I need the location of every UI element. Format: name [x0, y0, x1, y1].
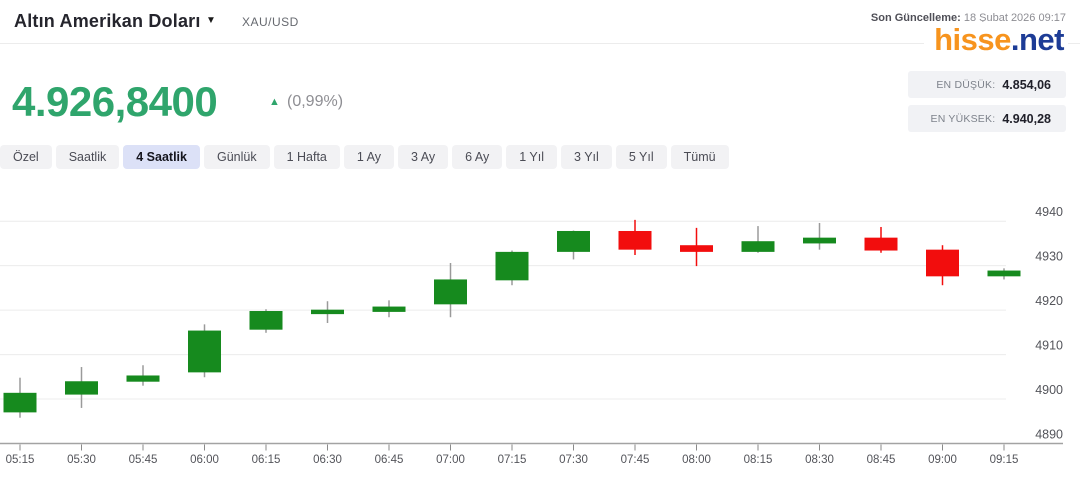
tab-1-hafta[interactable]: 1 Hafta — [273, 145, 340, 169]
candle-body-08:45 — [864, 237, 898, 251]
stats-panel: EN DÜŞÜK: 4.854,06 EN YÜKSEK: 4.940,28 — [908, 71, 1066, 132]
last-update-value: 18 Şubat 2026 09:17 — [963, 12, 1066, 24]
x-axis-label: 08:00 — [682, 454, 711, 466]
candle-body-08:00 — [680, 245, 713, 252]
x-axis-label: 08:15 — [744, 454, 773, 466]
x-axis-label: 05:30 — [67, 454, 96, 466]
candle-body-07:00 — [434, 279, 467, 305]
y-axis-label: 4890 — [1035, 428, 1063, 442]
x-axis-label: 08:30 — [805, 454, 834, 466]
tab-özel[interactable]: Özel — [0, 145, 52, 169]
candlestick-chart[interactable]: 4890 4900 4910 4920 4930 4940 05:15 05:30 05:45 0… — [0, 195, 1080, 478]
candle-body-05:30 — [65, 381, 98, 395]
tab-tümü[interactable]: Tümü — [670, 145, 729, 169]
tab-4-saatlik[interactable]: 4 Saatlik — [123, 145, 200, 169]
header-divider — [0, 43, 1080, 44]
tab-1-ay[interactable]: 1 Ay — [343, 145, 394, 169]
stat-highest: EN YÜKSEK: 4.940,28 — [908, 105, 1066, 132]
logo-text-net: .net — [1010, 22, 1065, 57]
candle-body-06:00 — [188, 330, 221, 373]
tab-6-ay[interactable]: 6 Ay — [452, 145, 503, 169]
candle-body-09:00 — [926, 249, 959, 277]
stat-highest-label: EN YÜKSEK: — [930, 112, 996, 125]
tab-3-yıl[interactable]: 3 Yıl — [561, 145, 612, 169]
y-axis-label: 4940 — [1035, 205, 1063, 219]
stat-lowest-value: 4.854,06 — [1002, 77, 1051, 92]
x-axis-label: 07:30 — [559, 454, 588, 466]
price-change-percent: (0,99%) — [287, 93, 344, 110]
y-axis-label: 4920 — [1035, 294, 1063, 308]
y-axis-label: 4910 — [1035, 339, 1063, 353]
x-axis-label: 06:45 — [375, 454, 404, 466]
stat-highest-value: 4.940,28 — [1002, 111, 1051, 126]
y-axis-label: 4900 — [1035, 383, 1063, 397]
x-axis-label: 06:00 — [190, 454, 219, 466]
tab-3-ay[interactable]: 3 Ay — [398, 145, 449, 169]
period-tabs: Özel Saatlik 4 Saatlik Günlük 1 Hafta 1 Ay 3 A… — [0, 145, 729, 169]
candle-body-05:15 — [3, 392, 37, 413]
candle-body-09:15 — [987, 270, 1021, 277]
x-axis-label: 05:15 — [6, 454, 35, 466]
x-axis-label: 07:15 — [498, 454, 527, 466]
x-axis-label: 05:45 — [129, 454, 158, 466]
x-axis-label: 08:45 — [867, 454, 896, 466]
y-axis-label: 4930 — [1035, 250, 1063, 264]
instrument-symbol: XAU/USD — [242, 15, 299, 29]
candle-body-07:45 — [618, 230, 652, 250]
tab-5-yıl[interactable]: 5 Yıl — [615, 145, 667, 169]
candle-body-07:15 — [495, 251, 529, 281]
candle-body-06:45 — [372, 306, 406, 312]
current-price: 4.926,8400 — [12, 78, 218, 125]
stat-lowest-label: EN DÜŞÜK: — [936, 78, 996, 91]
candle-body-06:15 — [249, 311, 283, 330]
hisse-net-logo: hisse.net — [924, 22, 1068, 57]
last-update-label: Son Güncelleme: — [870, 12, 961, 24]
x-axis-label: 09:15 — [990, 454, 1019, 466]
last-update: Son Güncelleme: 18 Şubat 2026 09:17 — [871, 12, 1066, 24]
candle-body-05:45 — [126, 375, 160, 382]
tab-saatlik[interactable]: Saatlik — [55, 145, 120, 169]
tab-1-yıl[interactable]: 1 Yıl — [506, 145, 558, 169]
x-axis-label: 07:00 — [436, 454, 465, 466]
x-axis-label: 09:00 — [928, 454, 957, 466]
candle-body-07:30 — [557, 230, 590, 252]
instrument-dropdown-caret-icon[interactable]: ▼ — [206, 15, 216, 26]
candle-body-06:30 — [311, 309, 344, 315]
x-axis-label: 07:45 — [621, 454, 650, 466]
x-axis-label: 06:15 — [252, 454, 281, 466]
candle-body-08:15 — [741, 241, 775, 252]
x-axis-label: 06:30 — [313, 454, 342, 466]
chart-svg[interactable]: 4890 4900 4910 4920 4930 4940 05:15 05:30 05:45 0… — [0, 195, 1080, 478]
logo-text-hisse: hisse — [934, 22, 1011, 57]
price-up-arrow-icon: ▲ — [269, 96, 280, 108]
tab-günlük[interactable]: Günlük — [203, 145, 270, 169]
candle-body-08:30 — [803, 237, 836, 244]
instrument-title: Altın Amerikan Doları — [14, 11, 201, 31]
stat-lowest: EN DÜŞÜK: 4.854,06 — [908, 71, 1066, 98]
